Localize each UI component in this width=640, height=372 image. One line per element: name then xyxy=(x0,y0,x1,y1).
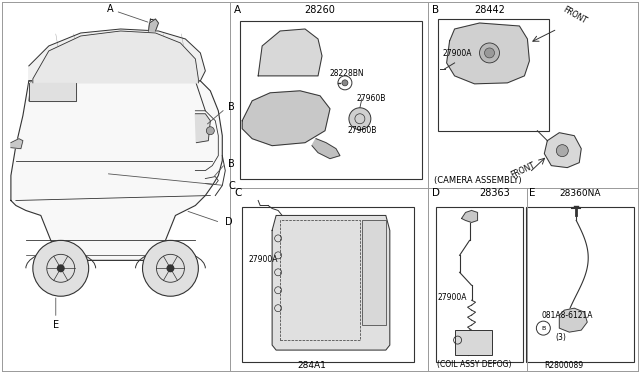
Text: D: D xyxy=(225,218,233,227)
Polygon shape xyxy=(559,308,588,332)
Circle shape xyxy=(33,240,89,296)
Text: D: D xyxy=(431,187,440,198)
Text: 27900A: 27900A xyxy=(438,293,467,302)
Bar xyxy=(526,208,634,362)
Polygon shape xyxy=(195,114,211,143)
Polygon shape xyxy=(33,31,198,83)
Circle shape xyxy=(536,321,550,335)
Circle shape xyxy=(166,264,175,272)
Polygon shape xyxy=(242,91,330,146)
Text: 27900A: 27900A xyxy=(248,255,278,264)
Text: FRONT: FRONT xyxy=(561,5,588,26)
Polygon shape xyxy=(258,29,322,76)
Text: 27960B: 27960B xyxy=(357,94,387,103)
Text: (COIL ASSY DEFOG): (COIL ASSY DEFOG) xyxy=(436,360,511,369)
Circle shape xyxy=(206,127,214,135)
Circle shape xyxy=(484,48,495,58)
Polygon shape xyxy=(272,215,390,350)
Text: B: B xyxy=(228,102,235,112)
Text: 081A8-6121A: 081A8-6121A xyxy=(541,311,593,320)
Polygon shape xyxy=(11,139,23,149)
Polygon shape xyxy=(447,23,529,84)
Bar xyxy=(280,221,360,340)
Polygon shape xyxy=(461,211,477,222)
Bar xyxy=(240,21,422,179)
Text: A: A xyxy=(234,5,241,15)
Text: C: C xyxy=(228,180,235,190)
Polygon shape xyxy=(148,19,159,31)
Text: C: C xyxy=(234,187,242,198)
Circle shape xyxy=(342,80,348,86)
Text: B: B xyxy=(541,326,545,331)
Text: 28260: 28260 xyxy=(305,5,335,15)
Text: E: E xyxy=(529,187,536,198)
Circle shape xyxy=(349,108,371,130)
Text: 28442: 28442 xyxy=(474,5,505,15)
Text: A: A xyxy=(108,4,114,14)
Polygon shape xyxy=(29,29,205,81)
Text: 28228BN: 28228BN xyxy=(330,69,365,78)
Text: E: E xyxy=(52,320,59,330)
Polygon shape xyxy=(29,83,76,101)
Text: 284A1: 284A1 xyxy=(298,361,326,370)
Text: B: B xyxy=(228,158,235,169)
Text: 27960B: 27960B xyxy=(348,126,378,135)
Circle shape xyxy=(143,240,198,296)
Text: (3): (3) xyxy=(556,333,566,342)
Text: 27900A: 27900A xyxy=(443,49,472,58)
Bar xyxy=(454,330,493,355)
Text: R2800089: R2800089 xyxy=(545,361,584,370)
Circle shape xyxy=(556,145,568,157)
Text: 28363: 28363 xyxy=(479,187,510,198)
Bar xyxy=(436,208,524,362)
Bar xyxy=(242,208,413,362)
Bar xyxy=(362,221,386,325)
Text: (CAMERA ASSEMBLY): (CAMERA ASSEMBLY) xyxy=(434,176,522,185)
Polygon shape xyxy=(312,139,340,158)
Bar xyxy=(438,19,549,131)
Circle shape xyxy=(57,264,65,272)
Polygon shape xyxy=(545,133,581,168)
Text: 28360NA: 28360NA xyxy=(559,189,601,198)
Text: B: B xyxy=(431,5,439,15)
Polygon shape xyxy=(11,81,222,260)
Circle shape xyxy=(479,43,499,63)
Text: FRONT: FRONT xyxy=(509,160,537,180)
